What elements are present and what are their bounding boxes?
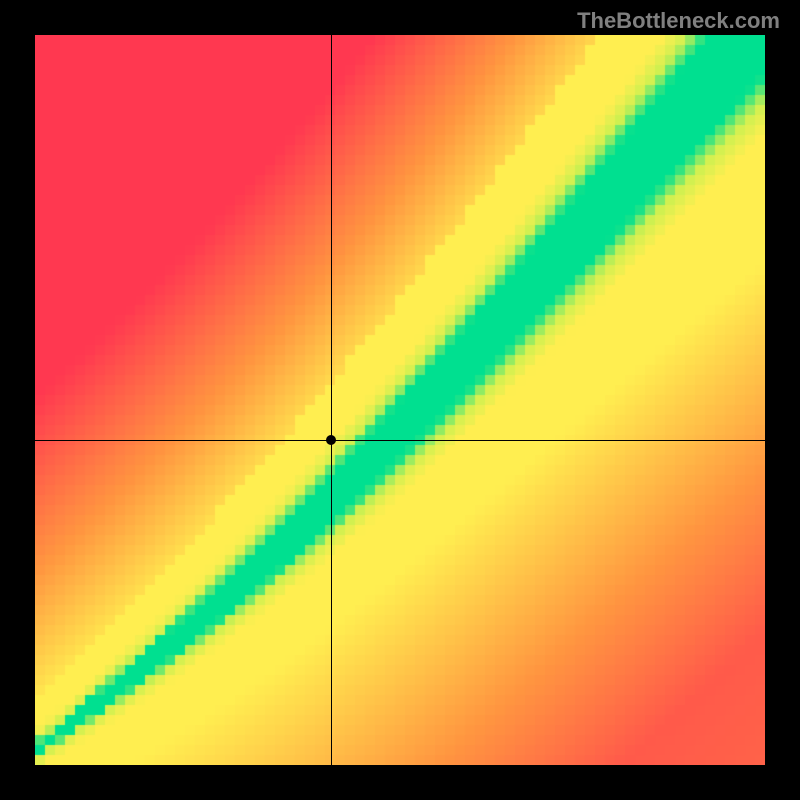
marker-dot — [326, 435, 336, 445]
crosshair-horizontal — [35, 440, 765, 441]
crosshair-vertical — [331, 35, 332, 765]
heatmap-canvas — [35, 35, 765, 765]
watermark-text: TheBottleneck.com — [577, 8, 780, 34]
plot-area — [35, 35, 765, 765]
